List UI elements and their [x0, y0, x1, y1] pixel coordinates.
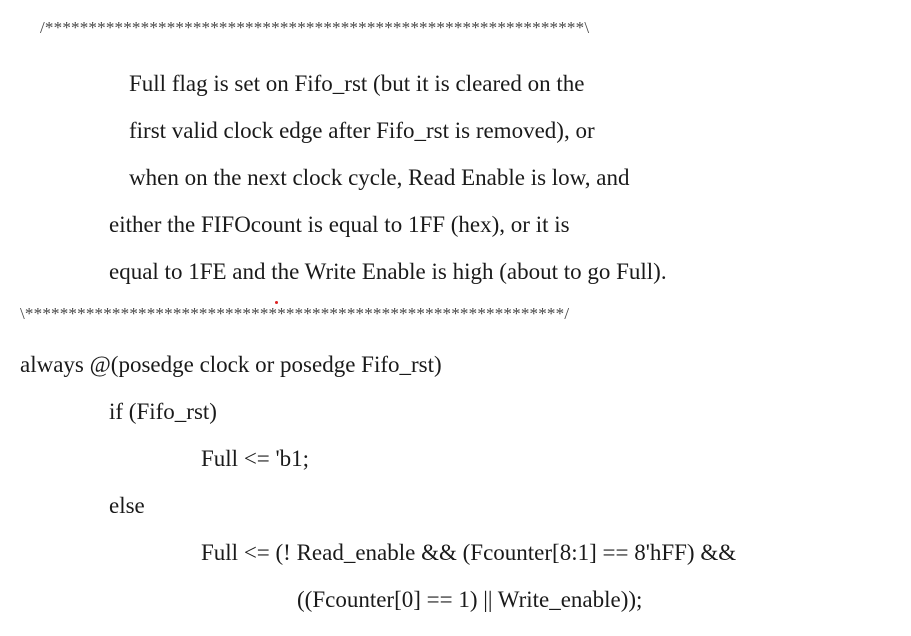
comment-line-1: Full flag is set on Fifo_rst (but it is …: [129, 71, 585, 96]
cursor-dot: [275, 301, 278, 304]
comment-bottom-border: \***************************************…: [20, 304, 570, 323]
code-else-line: else: [109, 493, 145, 518]
comment-line-2: first valid clock edge after Fifo_rst is…: [129, 118, 595, 143]
code-full-assign-continuation: ((Fcounter[0] == 1) || Write_enable));: [297, 587, 643, 612]
comment-line-3: when on the next clock cycle, Read Enabl…: [129, 165, 630, 190]
code-always-line: always @(posedge clock or posedge Fifo_r…: [20, 352, 442, 377]
comment-line-4: either the FIFOcount is equal to 1FF (he…: [109, 212, 570, 237]
comment-line-5: equal to 1FE and the Write Enable is hig…: [109, 259, 667, 284]
code-full-assign-line: Full <= (! Read_enable && (Fcounter[8:1]…: [201, 540, 737, 565]
code-full-reset-line: Full <= 'b1;: [201, 446, 310, 471]
code-if-line: if (Fifo_rst): [109, 399, 217, 424]
comment-top-border: /***************************************…: [40, 18, 590, 37]
